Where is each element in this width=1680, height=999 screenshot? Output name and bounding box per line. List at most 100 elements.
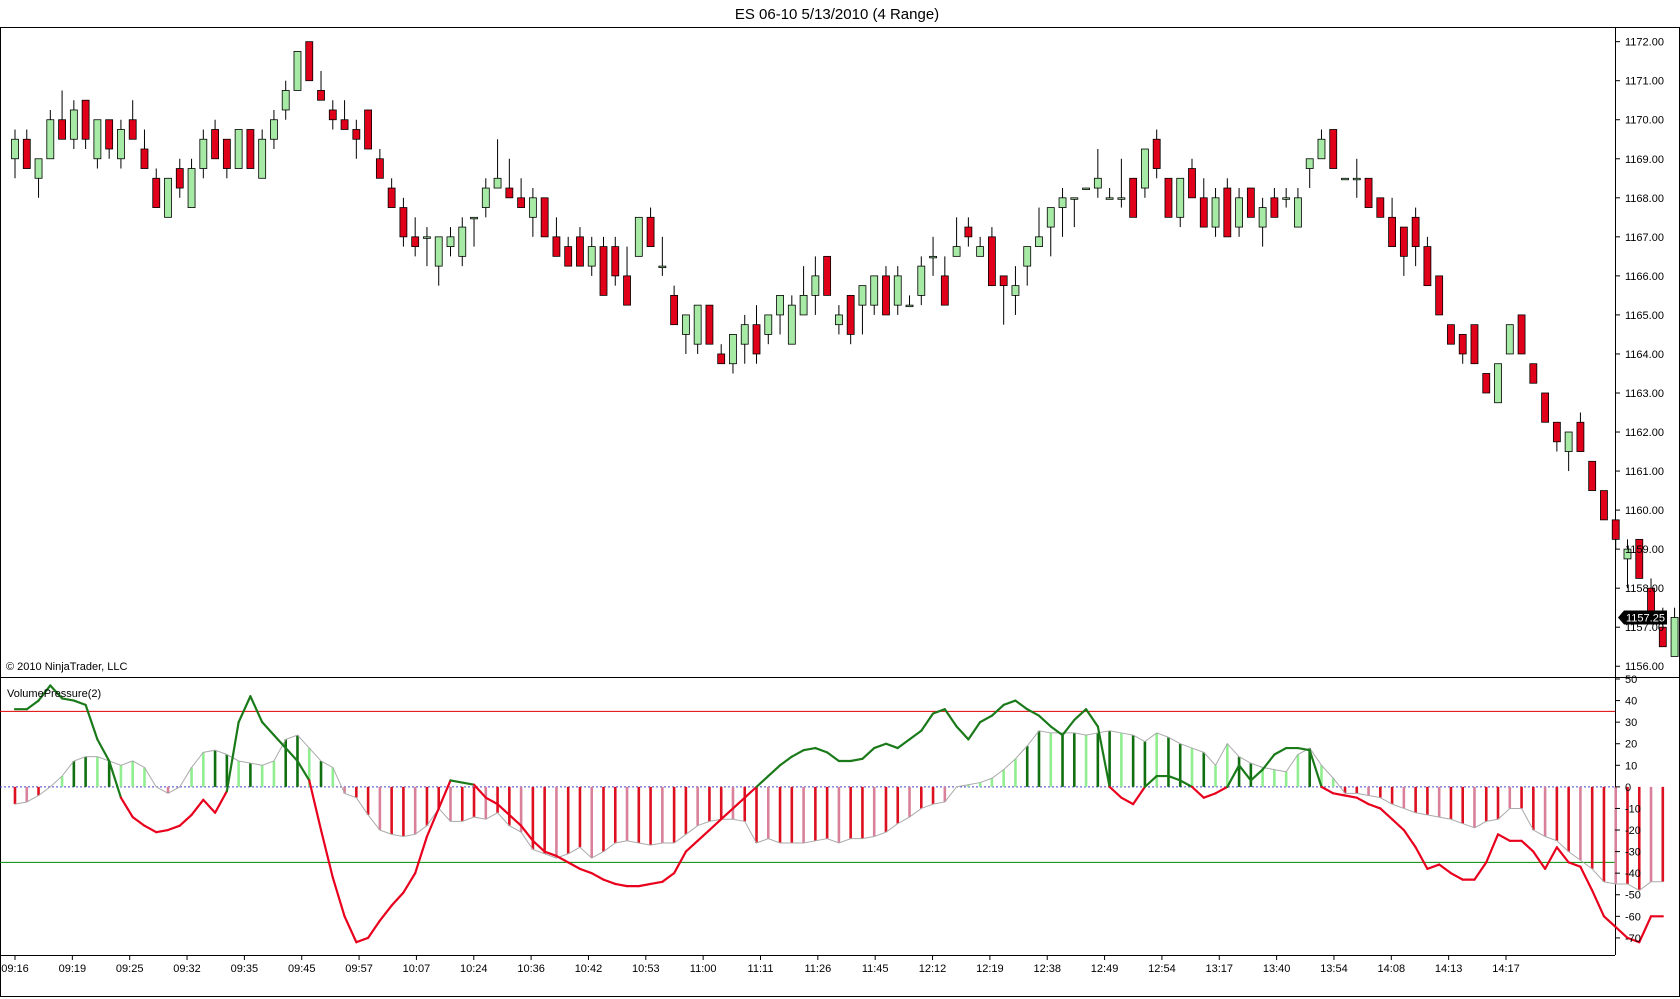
pressure-line-green	[461, 781, 476, 786]
pressure-line-green	[931, 708, 946, 715]
candle-down	[670, 294, 679, 326]
pressure-line-red	[437, 779, 452, 810]
candle-down	[1364, 177, 1373, 208]
time-tick-label: 14:17	[1492, 963, 1520, 975]
pressure-line-green	[261, 721, 276, 737]
time-tick-label: 13:40	[1263, 963, 1291, 975]
candle-down	[58, 119, 66, 140]
pressure-line-red	[1414, 846, 1429, 870]
candle-down	[152, 177, 161, 208]
time-tick-label: 12:54	[1148, 963, 1176, 975]
candle-up	[1294, 197, 1302, 228]
candle-down	[246, 129, 255, 169]
indicator-tick-label: -50	[1625, 890, 1641, 902]
pressure-line-green	[826, 751, 841, 763]
candle-down	[175, 168, 184, 189]
candle-up	[1105, 197, 1114, 200]
pressure-line-green	[896, 738, 911, 750]
pressure-line-red	[1638, 915, 1653, 944]
pressure-line-green	[908, 729, 923, 741]
price-tick-label: 1166.00	[1625, 271, 1664, 283]
price-tick-label: 1165.00	[1625, 310, 1664, 322]
candle-up	[1494, 363, 1502, 404]
pressure-line-red	[1520, 839, 1535, 853]
pressure-line-red	[425, 807, 440, 838]
candle-up	[164, 177, 172, 218]
indicator-tick-label: 10	[1625, 760, 1637, 772]
candle-down	[1246, 187, 1255, 218]
pressure-line-red	[1132, 785, 1147, 806]
pressure-line-red	[1190, 785, 1205, 799]
candle-up	[293, 51, 302, 91]
candle-up	[893, 275, 902, 306]
pressure-line-red	[743, 785, 758, 799]
pressure-line-red	[1202, 792, 1217, 799]
candle-up	[976, 246, 985, 257]
candle-up	[870, 275, 879, 306]
pressure-line-green	[1296, 746, 1311, 752]
pressure-line-green	[990, 703, 1005, 717]
pressure-line-red	[213, 790, 228, 814]
candle-up	[446, 236, 455, 248]
candle-up	[1046, 207, 1055, 228]
indicator-tick-label: -40	[1625, 868, 1641, 880]
candle-down	[599, 246, 608, 296]
pressure-line-red	[1602, 915, 1617, 929]
candle-up	[1176, 177, 1185, 218]
candle-up	[1093, 177, 1102, 189]
pressure-line-red	[1614, 926, 1629, 939]
candle-up	[93, 119, 102, 160]
candle-down	[1458, 334, 1467, 355]
pressure-line-red	[637, 882, 652, 888]
pressure-line-red	[143, 824, 158, 834]
candle-down	[752, 324, 761, 355]
pressure-line-green	[1273, 746, 1288, 756]
pressure-line-red	[1626, 936, 1641, 944]
chart-title: ES 06-10 5/13/2010 (4 Range)	[735, 6, 939, 23]
candle-up	[34, 158, 43, 179]
candle-up	[1282, 197, 1291, 200]
candle-up	[1117, 197, 1126, 200]
candle-up	[905, 304, 914, 308]
candle-up	[1564, 431, 1573, 452]
time-tick-label: 13:54	[1320, 963, 1348, 975]
time-tick-label: 14:08	[1378, 963, 1406, 975]
candle-down	[705, 304, 714, 345]
candle-down	[105, 119, 114, 150]
pressure-line-red	[578, 867, 593, 875]
time-tick-label: 11:11	[748, 963, 774, 975]
candle-down	[1188, 168, 1196, 199]
pressure-line-red	[731, 796, 746, 810]
pressure-line-red	[331, 876, 346, 918]
pressure-line-red	[508, 813, 523, 827]
candle-up	[117, 129, 125, 160]
candle-down	[1600, 490, 1608, 521]
pressure-line-green	[943, 708, 958, 728]
indicator-tick-label: 0	[1625, 782, 1631, 794]
time-tick-label: 14:13	[1435, 963, 1463, 975]
pressure-line-red	[367, 919, 381, 939]
pressure-line-red	[1567, 861, 1582, 868]
pressure-line-red	[1496, 833, 1511, 842]
candle-up	[434, 236, 443, 267]
pressure-line-green	[37, 684, 52, 702]
candle-up	[1623, 548, 1632, 560]
candle-up	[199, 138, 208, 169]
candle-down	[517, 197, 526, 208]
indicator-tick-label: -20	[1625, 825, 1641, 837]
candle-down	[717, 353, 726, 365]
candle-down	[411, 236, 420, 248]
price-tick-label: 1168.00	[1625, 193, 1664, 205]
pressure-line-red	[1355, 796, 1370, 806]
candle-up	[1235, 197, 1243, 228]
candlestick-series	[11, 41, 1679, 657]
time-tick-label: 10:24	[460, 963, 488, 975]
candle-down	[1482, 373, 1491, 394]
time-tick-label: 13:17	[1206, 963, 1234, 975]
pressure-line-green	[1073, 708, 1088, 722]
candle-up	[1211, 197, 1220, 228]
indicator-tick-label: -30	[1625, 847, 1641, 859]
pressure-line-red	[1426, 863, 1441, 870]
pressure-line-green	[778, 755, 793, 767]
pressure-line-red	[178, 813, 193, 827]
